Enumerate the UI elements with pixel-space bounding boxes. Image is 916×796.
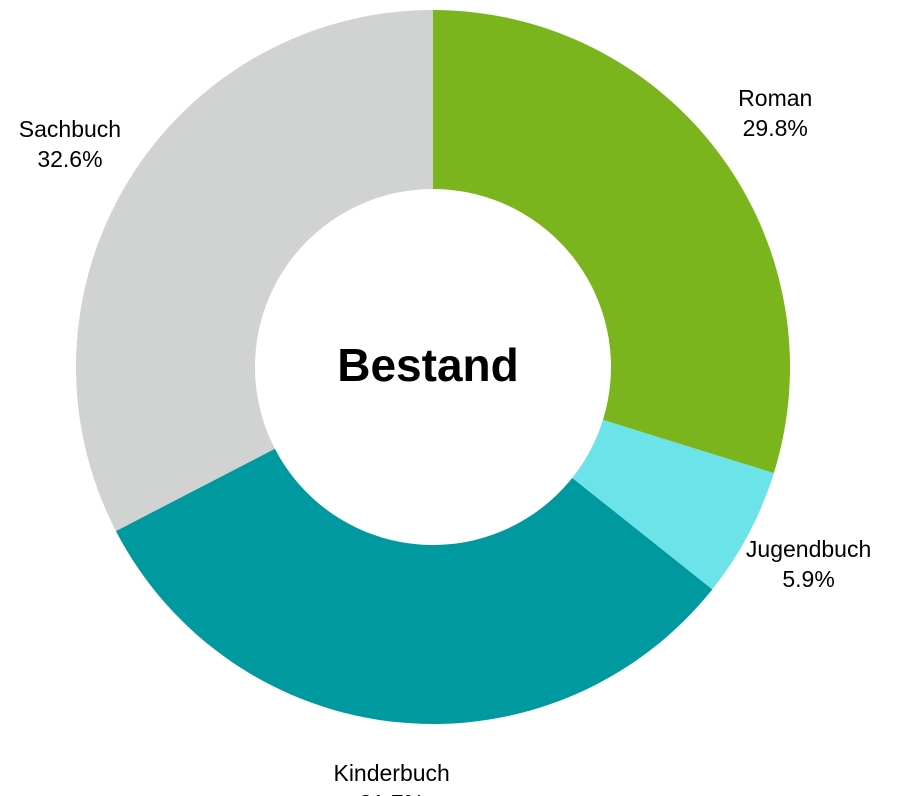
slice-value-label: 5.9% (782, 566, 834, 592)
slice-value-label: 32.6% (37, 146, 102, 172)
donut-slice (115, 448, 713, 724)
donut-slice (433, 10, 791, 474)
slice-label: Jugendbuch (746, 536, 871, 562)
slice-label: Roman (738, 85, 812, 111)
donut-slice (75, 10, 434, 532)
donut-slice (572, 419, 774, 590)
chart-title: Bestand (337, 339, 518, 391)
slice-value-label: 29.8% (743, 115, 808, 141)
slice-value-label: 31.7% (359, 790, 424, 796)
labels: Roman 29.8% Jugendbuch 5.9% Kinderbuch 31.7% S… (19, 85, 871, 796)
slice-label: Sachbuch (19, 116, 121, 142)
slice-label: Kinderbuch (333, 760, 449, 786)
